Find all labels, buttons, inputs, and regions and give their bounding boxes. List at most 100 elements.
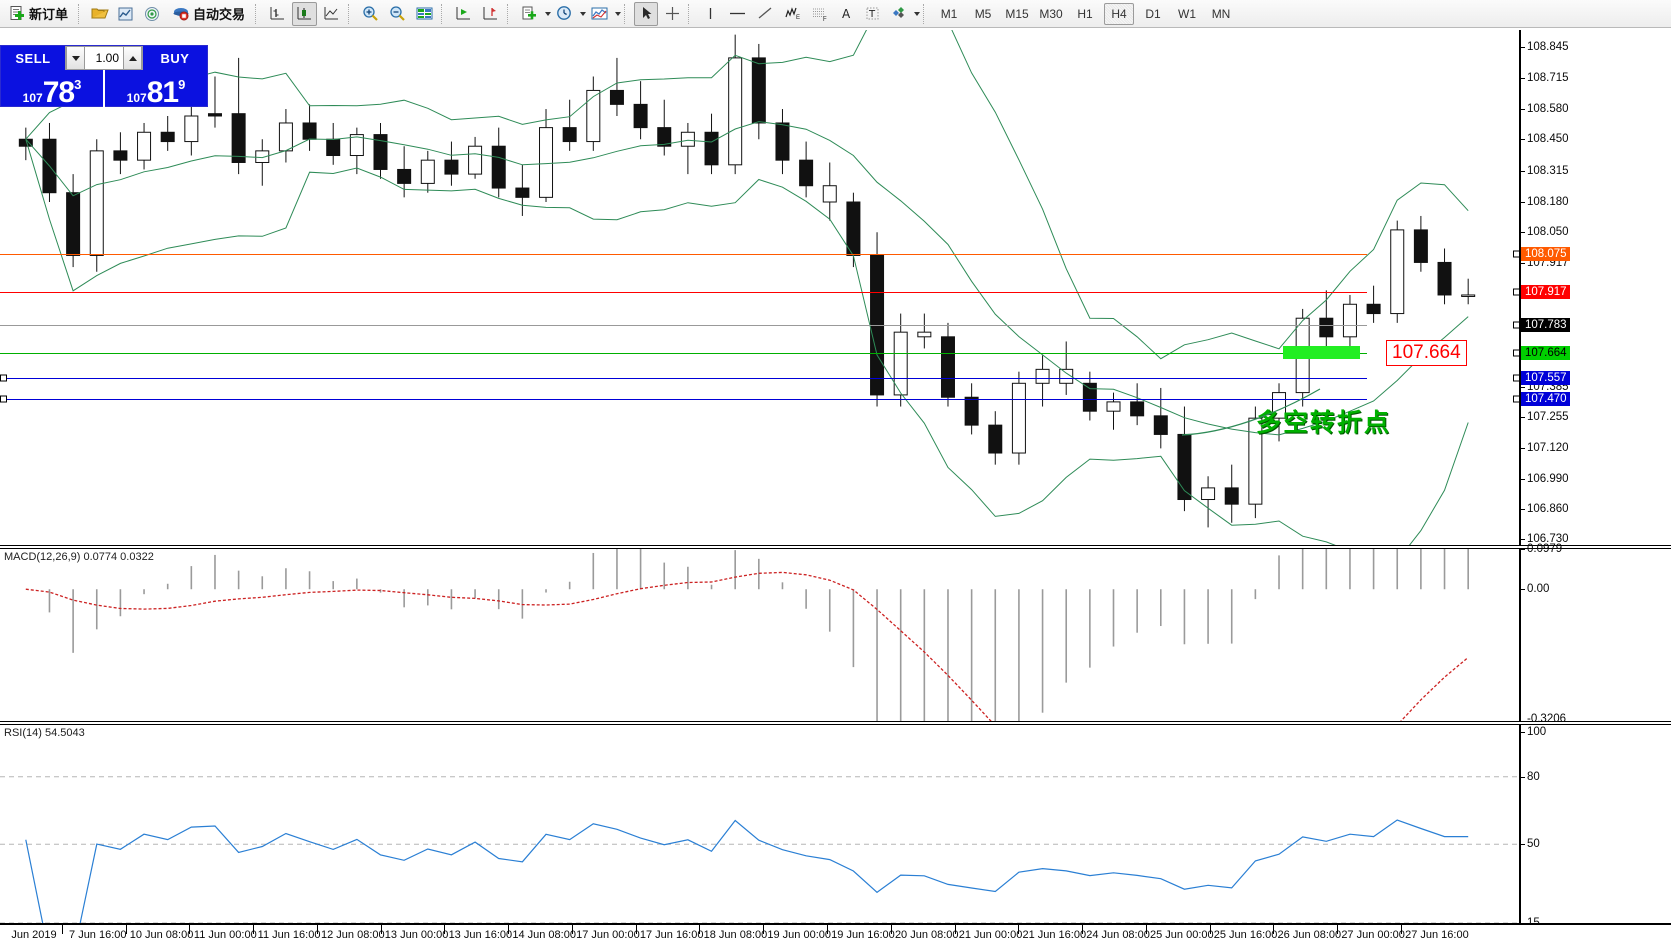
price-marker-handle[interactable] <box>1513 321 1520 329</box>
macd-axis[interactable]: 0.0979 0.00 <box>1519 543 1671 721</box>
data-window-button[interactable] <box>412 2 437 26</box>
fibonacci-button[interactable]: F <box>807 2 832 26</box>
timeframe-h4-button[interactable]: H4 <box>1104 2 1135 25</box>
chart-shift-button[interactable] <box>451 2 476 26</box>
volume-stepper[interactable]: 1.00 <box>65 46 143 70</box>
price-marker-handle[interactable] <box>1513 349 1520 357</box>
template-dropdown-caret[interactable] <box>545 11 552 16</box>
price-plot-area[interactable]: 多空转折点 107.664 <box>0 30 1519 545</box>
objects-icon <box>893 7 905 18</box>
zoom-in-button[interactable] <box>358 2 383 26</box>
template-button[interactable] <box>517 2 542 26</box>
price-marker-label[interactable]: 107.470 <box>1521 392 1570 406</box>
hline-107557[interactable] <box>0 378 1367 379</box>
time-tick-label: Jun 2019 <box>11 929 57 941</box>
timeframe-m15-button[interactable]: M15 <box>1002 3 1032 25</box>
macd-plot-area[interactable] <box>0 549 1519 721</box>
macd-pane[interactable]: MACD(12,26,9) 0.0774 0.0322 0.0979 0.00 <box>0 543 1671 722</box>
svg-text:E: E <box>796 15 800 21</box>
bar-chart-button[interactable] <box>265 2 290 26</box>
data-window-icon <box>416 7 433 20</box>
indicator-button[interactable] <box>587 2 612 26</box>
buy-price[interactable]: 107 81 9 <box>105 70 207 108</box>
price-marker-handle[interactable] <box>1513 395 1520 403</box>
price-tick-label: 108.845 <box>1527 41 1569 54</box>
price-tick: 108.050 <box>1521 226 1569 238</box>
hline-108075[interactable] <box>0 254 1367 255</box>
hline-handle-107470[interactable] <box>0 395 7 403</box>
timeframe-d1-button[interactable]: D1 <box>1138 3 1168 25</box>
time-tick-label: 24 Jun 08:00 <box>1086 929 1150 941</box>
sell-price-point: 3 <box>74 77 82 92</box>
price-marker-handle[interactable] <box>1513 374 1520 382</box>
price-tick: 106.990 <box>1521 473 1569 485</box>
price-marker-handle[interactable] <box>1513 288 1520 296</box>
price-marker-label[interactable]: 107.917 <box>1521 285 1570 299</box>
price-marker-label[interactable]: 107.557 <box>1521 371 1570 385</box>
buy-button[interactable]: BUY <box>143 46 207 70</box>
timeframe-mn-button[interactable]: MN <box>1206 3 1236 25</box>
zoom-out-button[interactable] <box>385 2 410 26</box>
price-axis[interactable]: 108.845 108.715 108.580 108.450 108.315 108.1… <box>1513 30 1671 545</box>
volume-increment-button[interactable] <box>123 46 142 70</box>
volume-input[interactable]: 1.00 <box>85 46 123 70</box>
text-button[interactable]: A <box>834 2 858 26</box>
tick-dash <box>1521 417 1525 418</box>
chart-window-button[interactable] <box>114 2 138 26</box>
candlestick-chart-button[interactable] <box>292 1 318 26</box>
cursor-button[interactable] <box>634 1 659 26</box>
elliott-wave-button[interactable]: E <box>780 2 805 26</box>
rsi-plot-area[interactable] <box>0 725 1519 923</box>
one-click-trading-panel[interactable]: SELL 1.00 BUY 107 78 3 107 81 9 <box>0 45 208 108</box>
new-order-button[interactable]: 新订单 <box>3 2 74 26</box>
time-separator <box>508 924 510 934</box>
trendline-button[interactable] <box>753 2 778 26</box>
hline-107917[interactable] <box>0 292 1367 293</box>
zoom-in-icon <box>363 6 378 21</box>
main-toolbar: 新订单 <box>0 0 1671 28</box>
price-marker-handle[interactable] <box>1513 250 1520 258</box>
price-chart-pane[interactable]: 多空转折点 107.664 108.845 108.715 108.580 108.4… <box>0 30 1671 546</box>
rsi-axis[interactable]: -0.3206 100 80 50 15 <box>1519 713 1671 929</box>
auto-scroll-button[interactable] <box>478 2 503 26</box>
price-marker-label[interactable]: 107.664 <box>1521 346 1570 360</box>
line-chart-button[interactable] <box>319 2 344 26</box>
price-marker-label[interactable]: 107.783 <box>1521 318 1570 332</box>
objects-dropdown-caret[interactable] <box>914 11 921 16</box>
vertical-line-button[interactable] <box>698 2 722 26</box>
sell-button[interactable]: SELL <box>1 46 65 70</box>
sell-price[interactable]: 107 78 3 <box>1 70 105 108</box>
crosshair-button[interactable] <box>660 2 684 26</box>
time-tick-label: 18 Jun 08:00 <box>703 929 768 941</box>
autotrade-button[interactable]: 自动交易 <box>166 2 251 26</box>
hline-handle-107557[interactable] <box>0 374 7 382</box>
period-button[interactable] <box>552 2 577 26</box>
indicator-dropdown-caret[interactable] <box>615 11 622 16</box>
price-marker-label[interactable]: 108.075 <box>1521 247 1570 261</box>
folder-button[interactable] <box>88 2 112 26</box>
timeframe-m5-button[interactable]: M5 <box>968 3 998 25</box>
chart-annotation: 多空转折点 <box>1256 408 1392 437</box>
macd-tick-label: 0.0979 <box>1527 543 1563 555</box>
network-button[interactable] <box>140 2 164 26</box>
time-axis[interactable]: Jun 2019 7 Jun 16:00 10 Jun 08:00 11 Jun 00… <box>0 924 1671 948</box>
timeframe-h1-button[interactable]: H1 <box>1070 3 1100 25</box>
hline-107470[interactable] <box>0 399 1367 400</box>
timeframe-m30-button[interactable]: M30 <box>1036 3 1066 25</box>
hline-107664[interactable] <box>0 353 1367 354</box>
hline-107783[interactable] <box>0 325 1367 326</box>
price-zone-marker[interactable] <box>1283 346 1360 359</box>
price-callout[interactable]: 107.664 <box>1386 340 1467 366</box>
timeframe-w1-button[interactable]: W1 <box>1172 3 1202 25</box>
timeframe-m1-button[interactable]: M1 <box>934 3 964 25</box>
objects-button[interactable] <box>886 2 911 26</box>
volume-decrement-button[interactable] <box>66 46 85 70</box>
text-label-button[interactable]: T <box>860 2 884 26</box>
price-tick: 108.315 <box>1521 165 1569 177</box>
period-dropdown-caret[interactable] <box>580 11 587 16</box>
rsi-pane[interactable]: RSI(14) 54.5043 -0.3206 100 80 50 15 <box>0 713 1671 929</box>
tick-dash <box>1521 47 1525 49</box>
folder-icon <box>91 8 109 18</box>
horizontal-line-button[interactable] <box>724 2 751 26</box>
time-tick-label: 21 Jun 00:00 <box>958 929 1023 941</box>
